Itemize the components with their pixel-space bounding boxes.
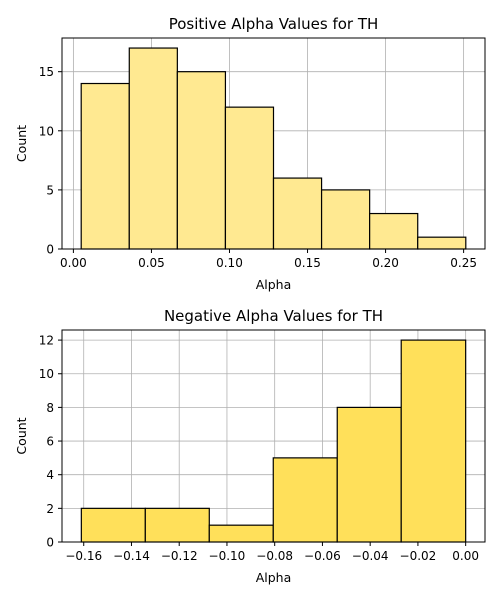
chart-title: Positive Alpha Values for TH (169, 15, 379, 33)
x-tick-label: −0.08 (256, 549, 293, 563)
y-ticks: 0 2 4 6 8 10 12 (39, 334, 62, 550)
x-tick-label: −0.14 (113, 549, 150, 563)
axes-frame (61, 329, 486, 543)
x-axis-label: Alpha (256, 277, 292, 292)
y-tick-label: 10 (39, 367, 54, 381)
x-tick-label: −0.16 (65, 549, 102, 563)
histogram-bar (369, 212, 419, 250)
histogram-bar (176, 71, 227, 250)
histogram-bar (80, 507, 146, 543)
y-tick-label: 5 (46, 183, 54, 197)
x-tick-label: −0.06 (304, 549, 341, 563)
y-tick-label: 12 (39, 334, 54, 348)
histogram-bar (400, 339, 467, 543)
x-tick-label: 0.05 (138, 256, 165, 270)
x-tick-label: 0.10 (216, 256, 243, 270)
y-ticks: 0 5 10 15 (39, 65, 62, 257)
negative-alpha-histogram: −0.16 −0.14 −0.12 −0.10 −0.08 −0.06 −0.04 −0.02… (14, 307, 486, 585)
x-tick-label: 0.20 (372, 256, 399, 270)
y-tick-label: 4 (46, 468, 54, 482)
x-tick-label: −0.02 (400, 549, 437, 563)
histogram-bar (417, 236, 467, 250)
y-axis-label: Count (14, 417, 29, 454)
histogram-bar (128, 47, 178, 250)
x-tick-label: −0.04 (352, 549, 389, 563)
x-ticks: −0.16 −0.14 −0.12 −0.10 −0.08 −0.06 −0.04 −0.02… (65, 542, 479, 563)
x-ticks: 0.00 0.05 0.10 0.15 0.20 0.25 (60, 249, 477, 270)
histogram-bar (336, 406, 402, 543)
positive-alpha-histogram: 0.00 0.05 0.10 0.15 0.20 0.25 0 5 10 15 Positive… (14, 15, 486, 292)
histogram-bar (208, 524, 274, 543)
histogram-bar (320, 189, 371, 250)
x-tick-label: 0.25 (450, 256, 477, 270)
y-tick-label: 15 (39, 65, 54, 79)
y-tick-label: 8 (46, 401, 54, 415)
y-tick-label: 10 (39, 124, 54, 138)
bars (80, 47, 467, 250)
y-tick-label: 0 (46, 243, 54, 257)
chart-title: Negative Alpha Values for TH (164, 307, 383, 325)
histogram-bar (224, 106, 275, 250)
histogram-bar (80, 82, 130, 250)
axes-frame (61, 37, 486, 250)
histogram-bar (272, 177, 323, 250)
x-tick-label: 0.15 (294, 256, 321, 270)
bars (80, 339, 467, 543)
x-tick-label: 0.00 (60, 256, 87, 270)
histogram-bar (144, 507, 210, 543)
y-tick-label: 6 (46, 435, 54, 449)
y-tick-label: 0 (46, 536, 54, 550)
x-tick-label: 0.00 (452, 549, 479, 563)
y-tick-label: 2 (46, 502, 54, 516)
x-tick-label: −0.12 (161, 549, 198, 563)
histogram-bar (272, 457, 338, 543)
x-axis-label: Alpha (256, 570, 292, 585)
y-axis-label: Count (14, 125, 29, 162)
x-tick-label: −0.10 (209, 549, 246, 563)
